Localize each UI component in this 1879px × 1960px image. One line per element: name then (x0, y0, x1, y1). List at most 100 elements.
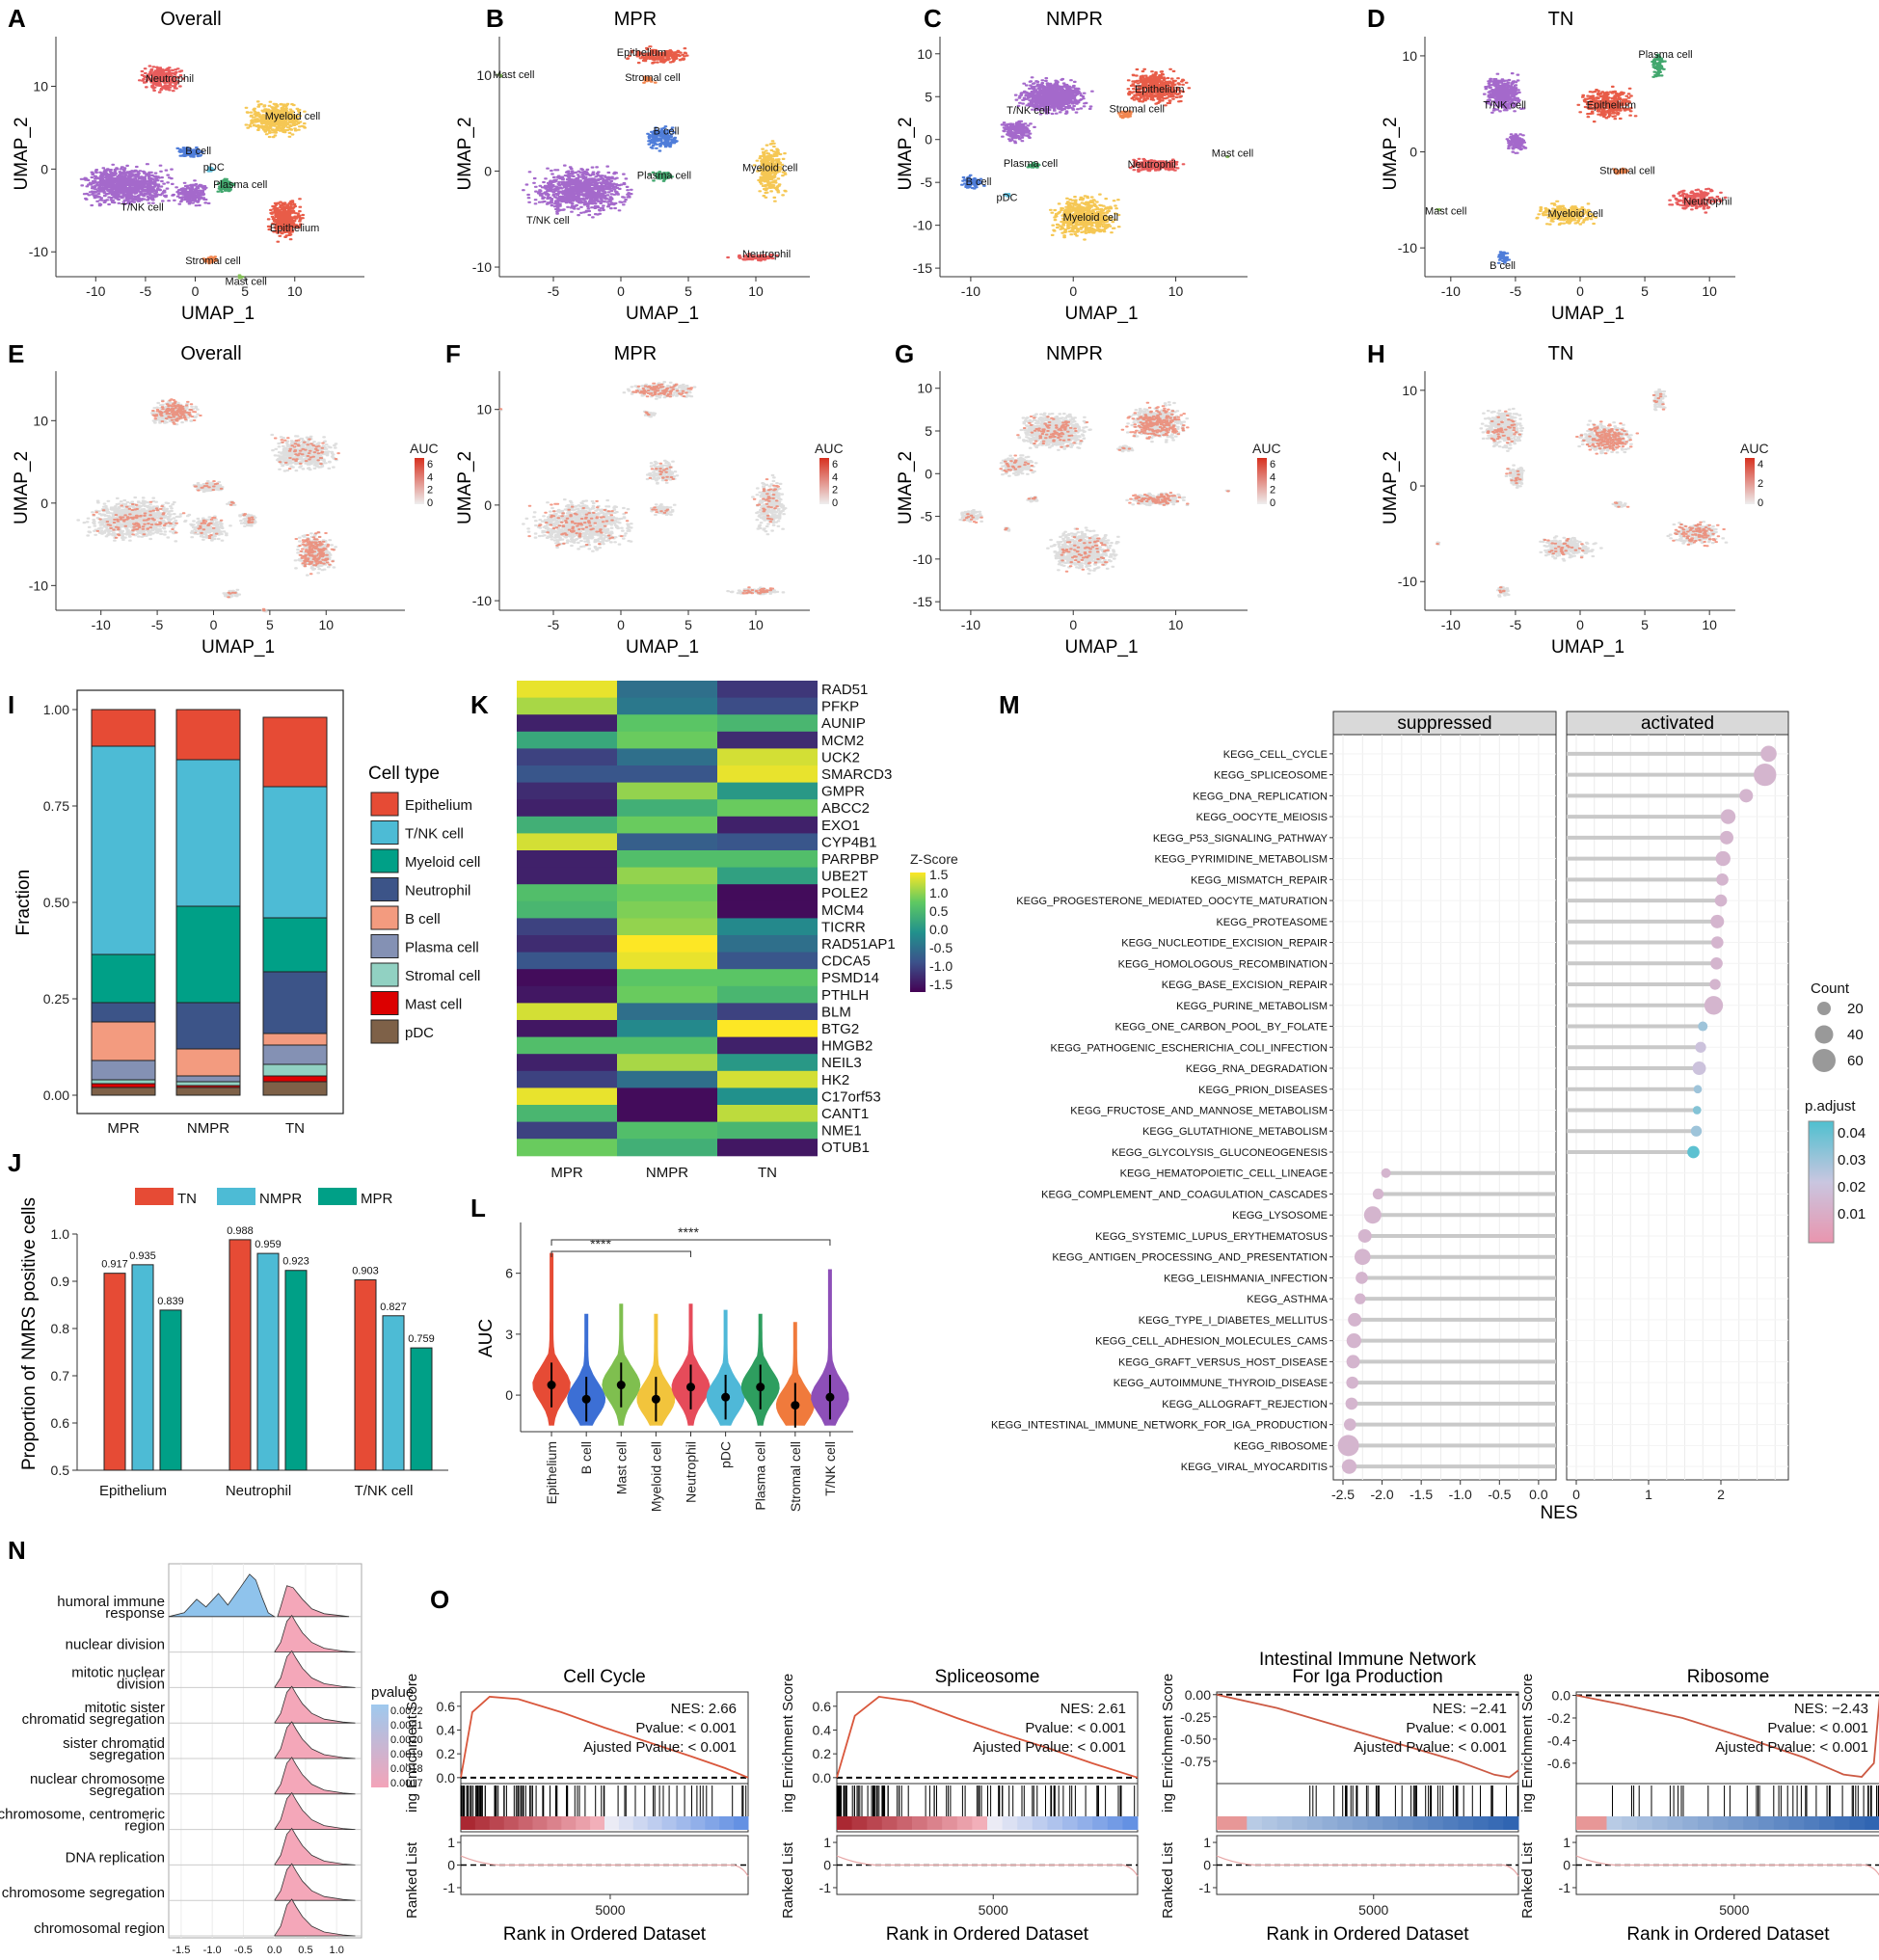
auc-legend-tick: 2 (832, 485, 838, 497)
chart-o-gsea-0: 0.6 0.4 0.2 0.0 Cell Cycle NES: 2.66 Pvalue: <… (404, 1667, 749, 1945)
lollipop-dot (1720, 809, 1736, 824)
pvalue-label: Pvalue: < 0.001 (1406, 1720, 1507, 1736)
x-tick-label: 10 (318, 617, 334, 632)
heatmap-cell (617, 900, 717, 919)
cluster-label: Mast cell (1425, 205, 1466, 217)
facet-panel (1566, 734, 1789, 1481)
x-tick-label: 10 (1702, 617, 1717, 632)
ridge-category-label: mitotic sister (85, 1700, 165, 1716)
heatmap-row-label: PTHLH (821, 987, 869, 1004)
auc-high-points (1016, 416, 1089, 448)
y-tick-label: -10 (29, 244, 48, 259)
auc-legend-tick: 0 (1270, 497, 1275, 509)
x-tick-label: -10 (961, 617, 980, 632)
strip-cell (1788, 1816, 1805, 1830)
legend-swatch (370, 820, 399, 845)
cluster-points (642, 75, 658, 84)
strip-cell (1576, 1816, 1593, 1830)
strip-cell (1367, 1816, 1383, 1830)
heatmap-cell (717, 1054, 818, 1072)
heatmap-row-label: TICRR (821, 919, 866, 935)
y-axis-label-bottom: Ranked List (1160, 1841, 1176, 1919)
es-panel (1216, 1691, 1519, 1785)
pathway-label: KEGG_GRAFT_VERSUS_HOST_DISEASE (1118, 1356, 1328, 1368)
color-legend-label: 0.04 (1838, 1125, 1866, 1141)
cluster-points (522, 498, 633, 552)
x-tick-label: Neutrophil (684, 1441, 699, 1503)
y-tick-label: 1.00 (43, 702, 69, 717)
size-legend-dot (1812, 1049, 1836, 1072)
ridge-category-label: nuclear division (66, 1637, 165, 1653)
strip-cell (518, 1816, 533, 1830)
heatmap-cell (717, 867, 818, 885)
strip-cell (1606, 1816, 1623, 1830)
median-point (547, 1381, 556, 1390)
bar-segment-neutrophil (91, 1002, 156, 1023)
ridge (274, 1650, 356, 1688)
x-tick-label: T/NK cell (822, 1441, 838, 1496)
nes-label: NES: −2.41 (1433, 1701, 1507, 1717)
pathway-label: KEGG_HEMATOPOIETIC_CELL_LINEAGE (1120, 1168, 1328, 1180)
heatmap-cell (517, 1036, 617, 1055)
heatmap-cell (517, 867, 617, 885)
auc-high-points (631, 382, 693, 398)
y-axis-label-bottom: Ranked List (780, 1841, 796, 1919)
bar (354, 1279, 377, 1471)
y-tick-label: 0 (484, 163, 492, 178)
cluster-points (1651, 388, 1668, 412)
strip-cell (1062, 1816, 1079, 1830)
cluster-points (1225, 155, 1230, 158)
adj-pvalue-label: Ajusted Pvalue: < 0.001 (973, 1739, 1126, 1756)
panel-letter-d: D (1367, 4, 1385, 33)
ridge-category-label-cont: segregation (90, 1747, 165, 1763)
cluster-points (244, 100, 308, 139)
y-axis-label: Enrichment Score (780, 1674, 796, 1788)
strip-cell (719, 1816, 735, 1830)
size-legend-dot (1814, 1025, 1834, 1044)
heatmap-cell (717, 985, 818, 1004)
y-tick-label: 0 (925, 132, 932, 148)
lollipop-dot (1337, 1435, 1359, 1457)
y-tick-label: -5 (921, 509, 933, 524)
cluster-label: Stromal cell (1599, 165, 1654, 176)
pathway-label: KEGG_NUCLEOTIDE_EXCISION_REPAIR (1121, 938, 1328, 950)
legend-tick: 0.0018 (390, 1763, 423, 1775)
y-axis-label: UMAP_2 (1381, 117, 1401, 190)
y-tick-label: 0.25 (43, 991, 69, 1007)
rank-color-strip (1576, 1816, 1879, 1830)
heatmap-cell (517, 900, 617, 919)
heatmap-row-label: PSMD14 (821, 970, 879, 986)
chart-o-gsea-3: 0.0 -0.2 -0.4 -0.6 Ribosome NES: −2.43 Pvalue:… (1519, 1667, 1879, 1945)
strip-cell (1728, 1816, 1744, 1830)
heatmap-row-label: SMARCD3 (821, 766, 892, 783)
strip-cell (1698, 1816, 1714, 1830)
x-tick-label: TN (285, 1120, 305, 1137)
x-tick-label: 5000 (979, 1902, 1008, 1918)
lollipop-dot (1692, 1061, 1706, 1076)
x-tick-label: Plasma cell (753, 1441, 768, 1511)
cluster-points (1000, 120, 1036, 145)
strip-cell (1217, 1816, 1233, 1830)
y-axis-label: AUC (476, 1319, 497, 1357)
panel-letter-g: G (895, 339, 914, 368)
strip-cell (1107, 1816, 1123, 1830)
strip-cell (618, 1816, 634, 1830)
y-axis-label: UMAP_2 (896, 117, 916, 190)
x-tick-label: 5 (241, 283, 249, 299)
cluster-points (960, 174, 986, 190)
legend-label: Epithelium (405, 797, 472, 814)
cluster-points (1651, 53, 1667, 78)
heatmap-cell (617, 1070, 717, 1088)
panel-letter-m: M (999, 690, 1020, 719)
heatmap-cell (517, 1121, 617, 1140)
pathway-label: KEGG_COMPLEMENT_AND_COAGULATION_CASCADES (1041, 1189, 1328, 1200)
cluster-label: B cell (185, 146, 211, 157)
x-tick-label: 5000 (1719, 1902, 1749, 1918)
x-tick-label: -10 (92, 617, 111, 632)
lollipop-dot (1357, 1228, 1372, 1243)
x-tick-label: MPR (107, 1120, 140, 1137)
auc-legend-tick: 6 (427, 459, 433, 470)
significance-label: **** (590, 1236, 611, 1251)
bar-value-label: 0.923 (282, 1256, 309, 1268)
x-axis-label: UMAP_1 (626, 304, 699, 324)
